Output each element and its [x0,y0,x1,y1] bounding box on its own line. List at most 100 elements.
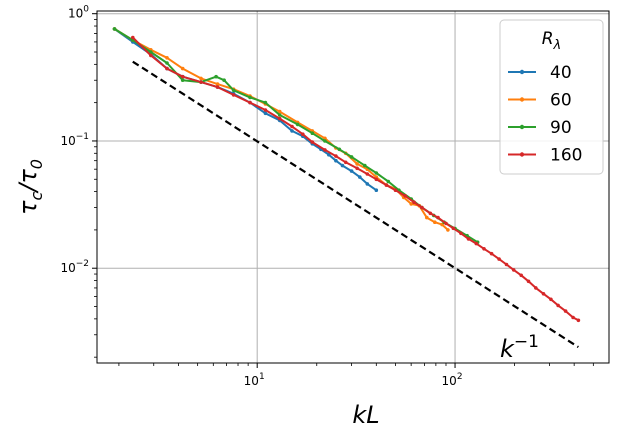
data-point [420,205,424,210]
legend-marker [519,152,525,157]
data-point [355,162,359,166]
data-point [112,27,117,31]
data-point [199,80,203,84]
data-point [180,74,185,79]
data-point [165,61,169,65]
data-point [526,279,531,284]
data-point [374,177,379,182]
data-point [215,82,220,86]
data-point [403,194,408,198]
legend-item-60: 60 [508,91,572,111]
legend: Rλ 40 60 90 160 [499,19,604,175]
data-point [290,129,294,133]
legend-label: 40 [550,63,572,83]
data-point [301,132,305,136]
legend-label: 90 [550,118,572,138]
data-point [343,160,348,165]
data-point [459,231,463,236]
data-point [519,273,523,278]
data-point [504,262,509,267]
legend-box [499,19,604,175]
data-point [340,163,345,168]
axis-ticks: 101 102 100 10−1 10−2 [60,5,594,388]
data-point [165,56,169,60]
data-point [327,152,331,157]
data-point [384,183,389,187]
data-point [165,66,169,71]
data-point [563,309,568,313]
data-point [310,140,315,144]
y-axis-label: τc/τ0 [14,159,46,215]
data-point [277,116,282,121]
x-tick-label: 102 [442,372,463,388]
data-point [425,215,429,220]
data-point [295,122,300,127]
data-point [349,155,354,159]
data-point [440,222,444,227]
data-point [263,100,268,105]
data-point [355,166,359,171]
data-point [482,247,486,251]
data-point [474,241,479,246]
data-point [277,113,282,117]
data-point [180,66,185,71]
data-point [451,226,456,231]
data-point [363,163,367,168]
data-point [374,188,379,192]
data-point [534,286,538,290]
series-layer [112,27,581,323]
data-point [433,220,437,224]
legend-item-160: 160 [508,146,582,166]
legend-marker [519,124,525,130]
reference-line [132,60,579,349]
data-point [323,136,327,141]
data-point [511,268,516,272]
data-point [365,172,370,176]
data-point [436,215,440,220]
legend-label: 60 [550,91,572,111]
legend-label: 160 [550,146,582,166]
data-point [248,100,252,105]
y-tick-label: 100 [68,5,89,21]
slope-annotation: k−1 [500,332,539,363]
x-axis-label: kL [352,401,379,429]
data-point [409,202,414,206]
data-point [310,131,315,135]
data-point [374,171,379,175]
data-point [446,228,450,232]
series-160 [131,35,581,323]
data-point [358,175,362,179]
data-point [199,76,203,81]
data-point [334,158,338,163]
data-point [215,85,220,89]
legend-marker [519,97,525,102]
data-point [444,221,448,226]
legend-item-90: 90 [508,118,572,138]
data-point [428,211,433,216]
legend-title: Rλ [542,29,562,53]
data-point [349,169,354,173]
data-point [214,74,218,79]
data-point [489,251,494,256]
plot-area-frame [96,10,610,364]
data-point [248,95,252,100]
data-point [571,315,575,320]
data-point [365,182,370,186]
data-point [576,318,581,323]
x-tick-label: 101 [244,372,265,388]
reference-line-layer [132,60,579,349]
data-point [180,78,185,82]
data-point [131,35,135,40]
data-point [222,78,226,82]
data-point [323,148,327,152]
data-point [337,147,342,152]
data-point [393,188,398,192]
data-point [149,53,153,58]
data-point [231,88,236,93]
data-point [290,124,294,129]
legend-item-40: 40 [508,63,572,83]
data-point [541,292,546,296]
data-point [412,200,416,204]
data-point [334,154,338,158]
